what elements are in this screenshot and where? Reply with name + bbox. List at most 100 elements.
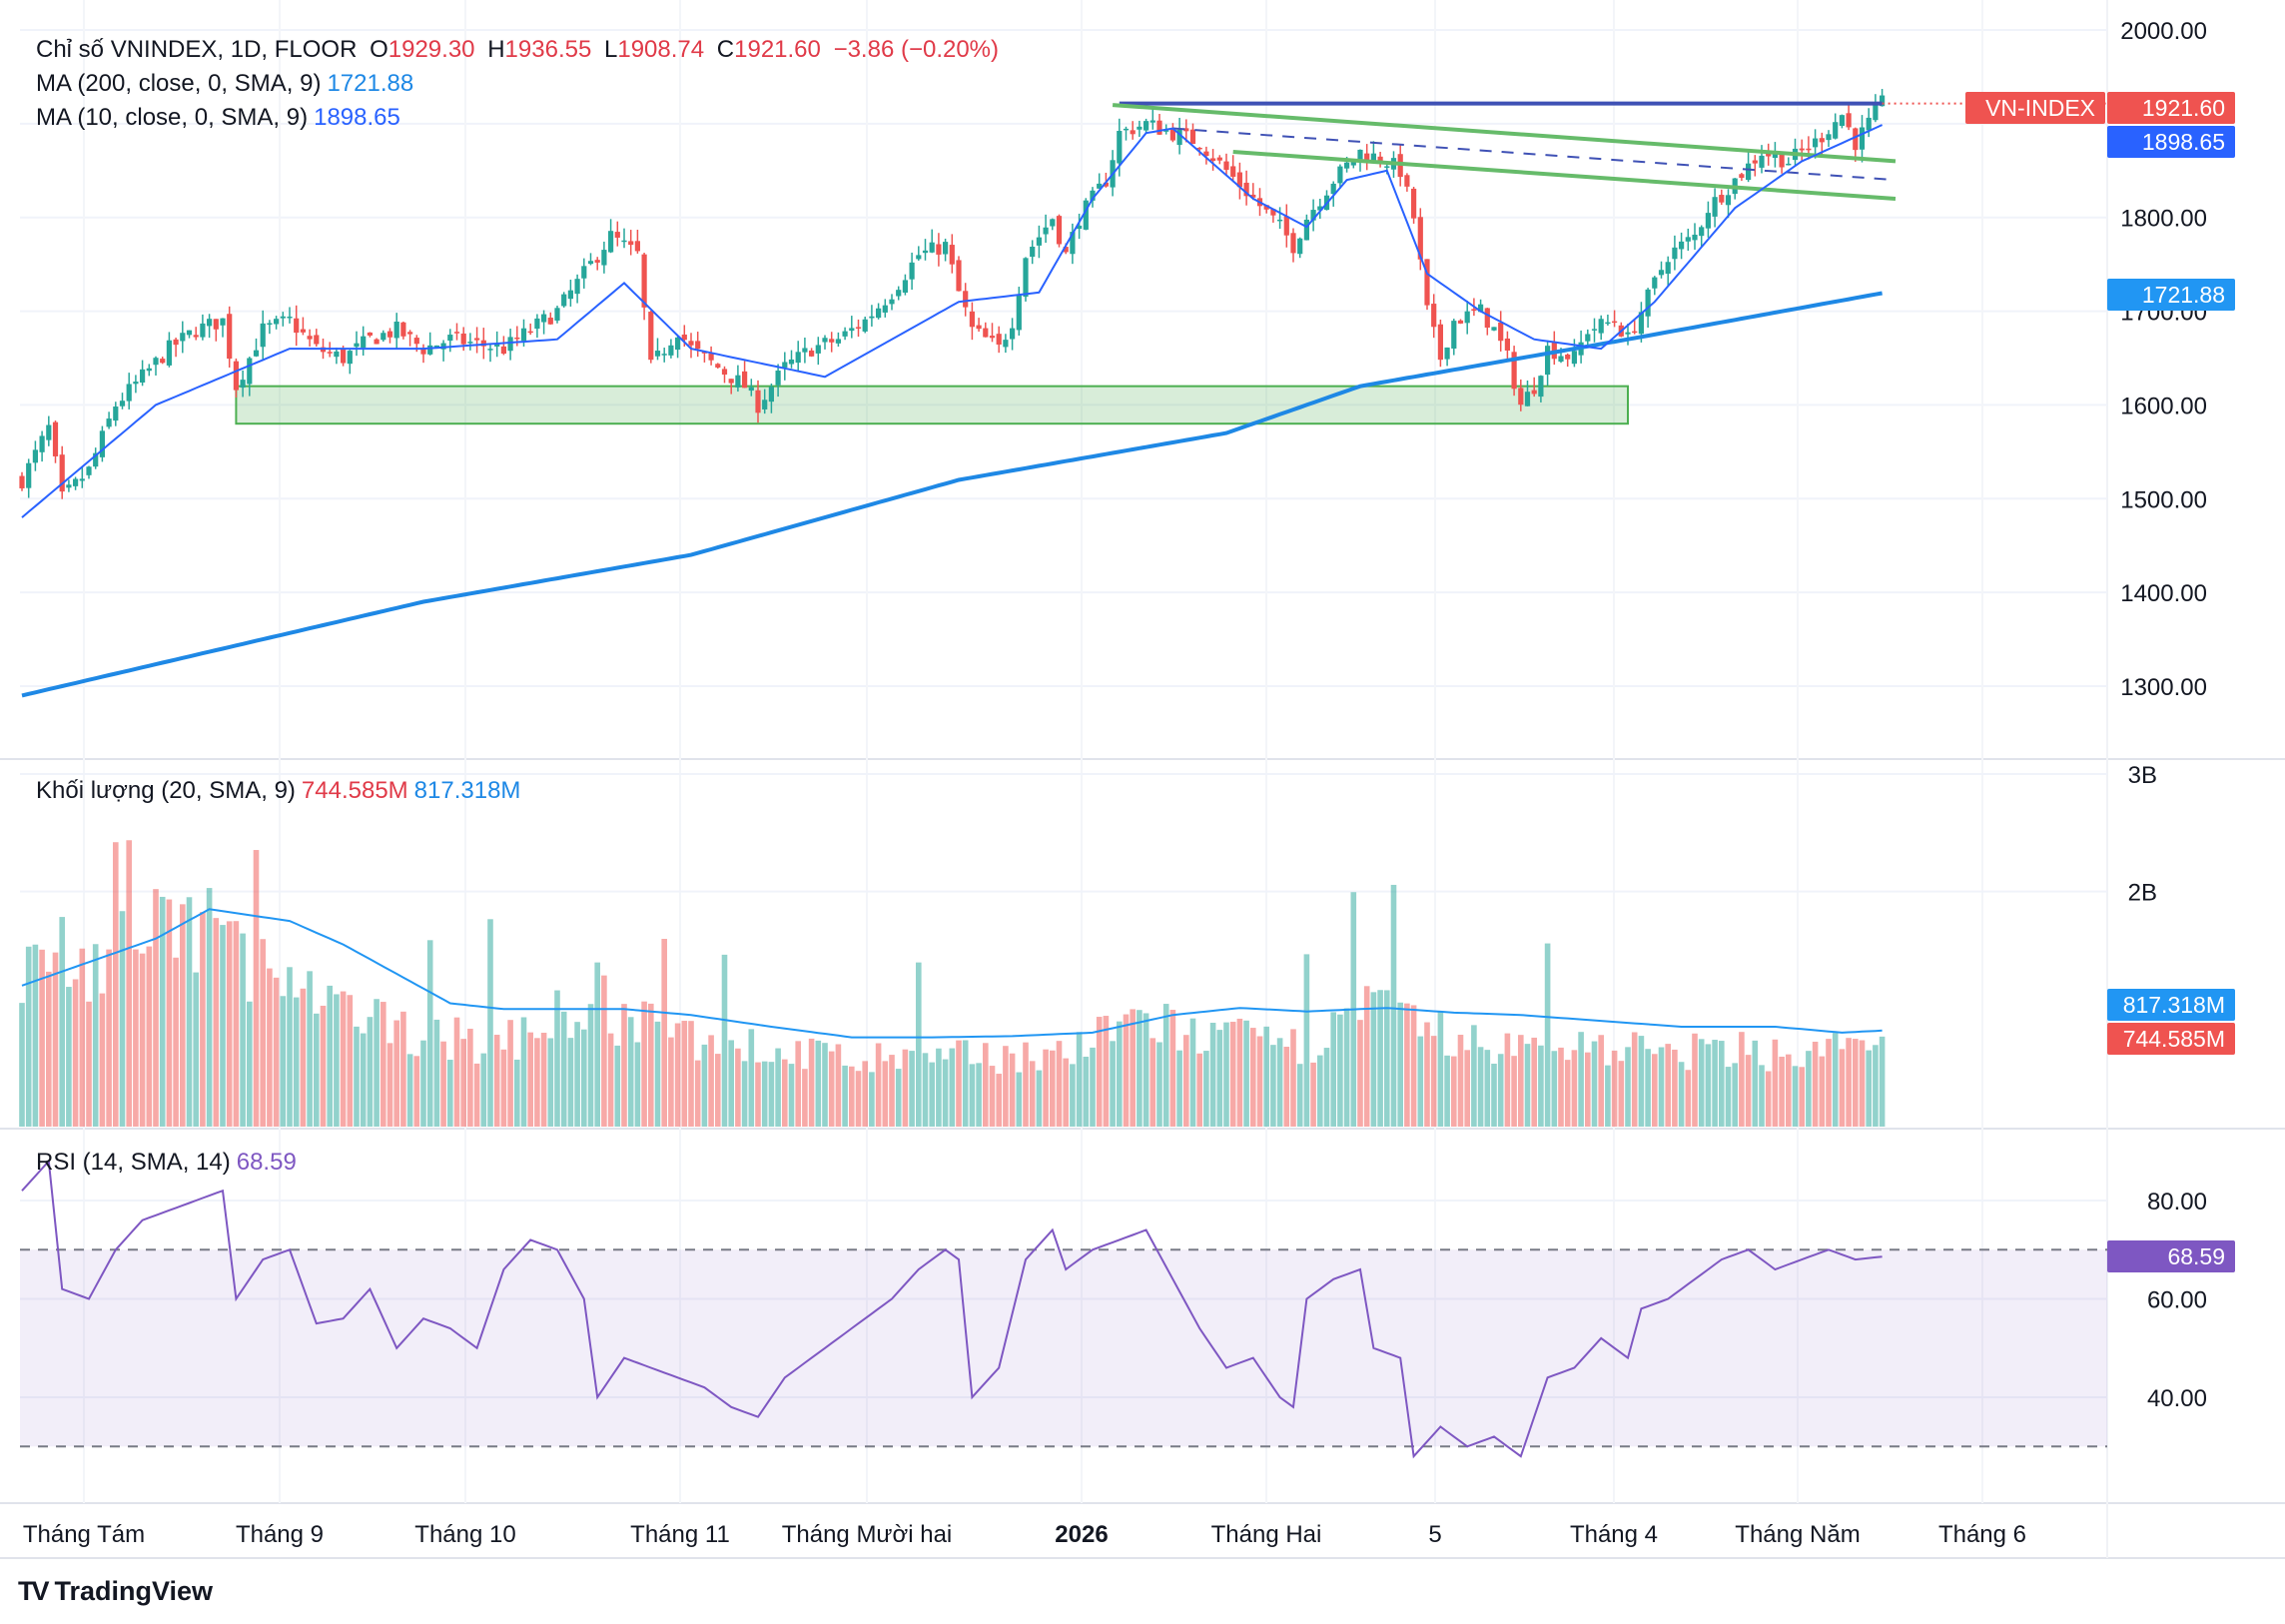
candle-body [1203, 151, 1209, 157]
volume-bar [1410, 1005, 1417, 1127]
volume-legend[interactable]: Khối lượng (20, SMA, 9) 744.585M 817.318M [36, 777, 526, 805]
candle-body [413, 338, 419, 345]
candle-body [334, 351, 340, 358]
candle-body [815, 345, 821, 354]
volume-bar [594, 962, 600, 1127]
candle-body [1471, 309, 1477, 312]
volume-bar [186, 897, 193, 1127]
candle-body [1317, 206, 1323, 211]
volume-bar [1451, 1056, 1457, 1127]
volume-bar [715, 1054, 721, 1127]
volume-bar [614, 1045, 621, 1127]
volume-bar [1063, 1058, 1069, 1127]
volume-bar [473, 1063, 480, 1127]
rsi-legend[interactable]: RSI (14, SMA, 14) 68.59 [36, 1149, 303, 1177]
candlestick-series[interactable] [19, 89, 1886, 499]
volume-bar [1558, 1047, 1564, 1127]
candle-body [367, 332, 373, 336]
volume-bar [1692, 1033, 1698, 1127]
volume-bar [180, 904, 186, 1127]
ma200-legend[interactable]: MA (200, close, 0, SMA, 9) 1721.88 [36, 70, 419, 98]
volume-bar [1050, 1050, 1056, 1127]
volume-bar [902, 1049, 909, 1127]
candle-body [855, 327, 862, 329]
ma200-line [21, 291, 1883, 698]
volume-bar [1043, 1049, 1049, 1127]
candle-body [146, 368, 152, 372]
candle-body [1585, 334, 1591, 342]
volume-bar [1270, 1045, 1276, 1127]
brand-label: TradingView [54, 1576, 214, 1606]
candle-body [567, 290, 573, 300]
volume-bar [869, 1072, 875, 1127]
candle-body [1230, 166, 1236, 177]
candle-body [628, 241, 634, 246]
candle-body [1169, 128, 1175, 141]
volume-bar [1090, 1047, 1096, 1127]
volume-bar [808, 1038, 815, 1127]
candle-body [916, 255, 922, 260]
tradingview-logo[interactable]: TV TradingView [18, 1576, 213, 1607]
volume-bar [1317, 1055, 1323, 1127]
volume-bar [507, 1020, 513, 1127]
candle-body [487, 349, 493, 351]
candle-body [708, 354, 714, 361]
volume-bar [1142, 1013, 1149, 1127]
volume-bar [916, 962, 922, 1127]
volume-bar [815, 1040, 822, 1127]
volume-bar [661, 939, 667, 1127]
volume-bar [1457, 1035, 1464, 1127]
candle-body [1063, 247, 1069, 253]
symbol-title[interactable]: Chỉ số VNINDEX, 1D, FLOOR [36, 36, 358, 63]
candle-body [1705, 213, 1711, 229]
candle-body [1524, 392, 1531, 406]
candle-body [735, 375, 741, 388]
candle-body [547, 318, 553, 325]
volume-bar [66, 987, 72, 1127]
candle-body [407, 332, 413, 335]
volume-bar [480, 1053, 487, 1127]
volume-bar [1598, 1035, 1604, 1127]
volume-bar [1665, 1044, 1671, 1127]
candle-body [1511, 352, 1517, 390]
volume-bar [1263, 1026, 1269, 1127]
volume-bar [835, 1044, 842, 1127]
candle-body [1679, 241, 1685, 250]
volume-bar [587, 1004, 594, 1127]
candle-body [1799, 148, 1805, 151]
volume-bar [1786, 1054, 1792, 1127]
candle-body [133, 382, 139, 385]
volume-bar [433, 1019, 440, 1127]
ma10-legend[interactable]: MA (10, close, 0, SMA, 9) 1898.65 [36, 104, 406, 132]
candle-body [26, 462, 32, 488]
candle-body [126, 384, 132, 402]
volume-bar [1638, 1036, 1645, 1127]
candle-body [1672, 247, 1678, 260]
candle-body [896, 290, 902, 297]
candle-body [835, 339, 841, 344]
volume-bar [1497, 1054, 1504, 1127]
volume-bar [922, 1053, 929, 1127]
time-tick-label: Tháng Mười hai [782, 1521, 953, 1548]
volume-bar [1176, 1050, 1182, 1127]
candle-body [1591, 329, 1598, 331]
volume-series[interactable] [19, 840, 1886, 1127]
candle-body [1558, 356, 1564, 363]
volume-bar [889, 1055, 895, 1127]
volume-bar [1685, 1070, 1692, 1127]
candle-body [1236, 172, 1242, 188]
ma10-price-tag: 1898.65 [2107, 126, 2235, 158]
candle-body [949, 245, 955, 265]
candle-body [1303, 219, 1309, 241]
volume-label: Khối lượng (20, SMA, 9) [36, 777, 296, 804]
candle-body [160, 359, 166, 364]
candle-body [822, 338, 828, 343]
candle-body [1833, 122, 1839, 139]
volume-bar [347, 995, 354, 1127]
volume-bar [1879, 1036, 1886, 1127]
candle-body [106, 418, 112, 427]
ma200-price-tag: 1721.88 [2107, 279, 2235, 311]
candle-body [1156, 120, 1162, 135]
time-tick-label: Tháng Tám [23, 1521, 145, 1548]
time-tick-label: 5 [1428, 1521, 1441, 1548]
